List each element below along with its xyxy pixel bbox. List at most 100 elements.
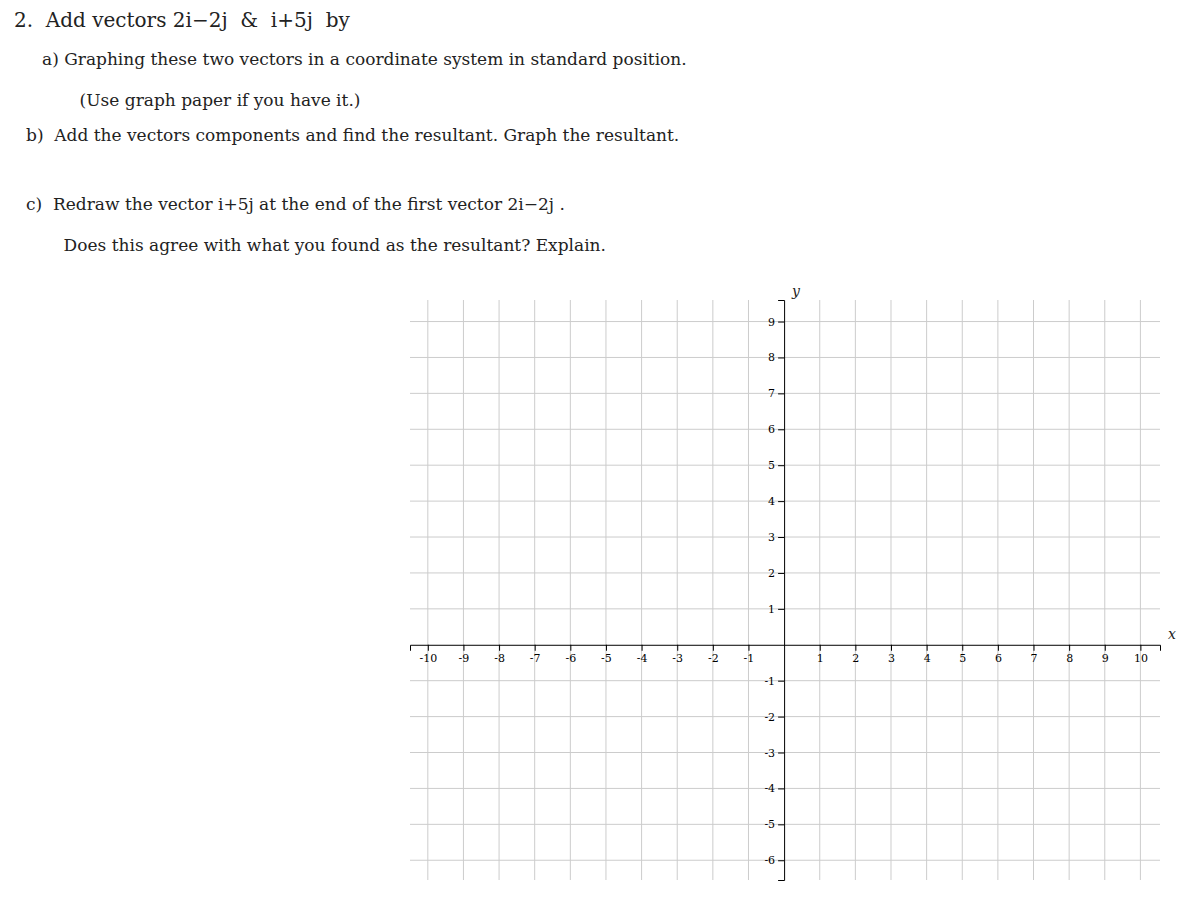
tick-label: -9 — [459, 652, 470, 665]
tick-mark — [778, 717, 784, 718]
tick-label: -8 — [494, 652, 505, 665]
tick: 9 — [1102, 645, 1109, 665]
tick: 3 — [768, 531, 784, 544]
tick: 1 — [817, 645, 824, 665]
grid-line-x — [605, 300, 606, 880]
y-axis: -6 -5 -4 -3 -2 -1 1 2 3 4 5 6 7 8 9 — [764, 301, 784, 881]
axis-line — [411, 645, 1161, 651]
tick-label: 6 — [995, 652, 1002, 665]
y-axis-label: y — [791, 283, 801, 299]
tick-label: 4 — [924, 652, 931, 665]
tick-label: -1 — [744, 652, 755, 665]
tick-mark — [713, 645, 714, 651]
tick-mark — [535, 645, 536, 651]
tick-mark — [778, 465, 784, 466]
grid — [410, 300, 1160, 880]
tick: 8 — [1066, 645, 1073, 665]
grid-line-x — [890, 300, 891, 880]
tick-mark — [748, 645, 749, 651]
tick-mark — [778, 357, 784, 358]
tick: 3 — [888, 645, 895, 665]
tick-mark — [570, 645, 571, 651]
tick: 8 — [768, 351, 784, 364]
tick: -6 — [764, 854, 784, 867]
tick: 5 — [768, 459, 784, 472]
tick-label: 2 — [852, 652, 859, 665]
grid-line-x — [499, 300, 500, 880]
tick-mark — [962, 645, 963, 651]
grid-line-x — [427, 300, 428, 880]
tick-label: 3 — [768, 531, 775, 544]
tick-label: 4 — [768, 495, 775, 508]
tick: -3 — [764, 747, 784, 760]
tick: -4 — [764, 782, 784, 795]
tick-mark — [778, 753, 784, 754]
tick-mark — [778, 501, 784, 502]
tick: -6 — [565, 645, 576, 665]
grid-line-x — [677, 300, 678, 880]
tick: -1 — [744, 645, 755, 665]
tick-mark — [778, 393, 784, 394]
x-axis: -10-9-8-7-6-5-4-3-2-112345678910 — [411, 645, 1161, 665]
grid-line-x — [1104, 300, 1105, 880]
tick-mark — [778, 537, 784, 538]
tick-mark — [1069, 645, 1070, 651]
tick-label: 2 — [768, 567, 775, 580]
tick-mark — [778, 322, 784, 323]
tick-label: 9 — [768, 316, 775, 329]
tick-label: 5 — [959, 652, 966, 665]
tick-label: -1 — [764, 675, 775, 688]
tick-label: -2 — [708, 652, 719, 665]
tick-label: -6 — [565, 652, 576, 665]
annotation: b) Add the vectors components and find t… — [26, 125, 679, 145]
tick-label: 1 — [768, 603, 775, 616]
tick-label: 5 — [768, 459, 775, 472]
grid-line-x — [570, 300, 571, 880]
tick-mark — [891, 645, 892, 651]
tick: -2 — [708, 645, 719, 665]
tick-mark — [927, 645, 928, 651]
tick-label: 3 — [888, 652, 895, 665]
axis-line — [778, 301, 785, 881]
tick-label: -5 — [601, 652, 612, 665]
tick-label: 1 — [817, 652, 824, 665]
tick-mark — [778, 573, 784, 574]
grid-line-x — [463, 300, 464, 880]
tick: -9 — [459, 645, 470, 665]
tick: -10 — [419, 645, 437, 665]
tick-label: 8 — [1066, 652, 1073, 665]
grid-line-x — [819, 300, 820, 880]
tick: 9 — [768, 316, 784, 329]
tick-mark — [778, 788, 784, 789]
tick-mark — [1105, 645, 1106, 651]
plot-area — [410, 300, 1160, 880]
tick-mark — [778, 824, 784, 825]
title: 2. Add vectors 2i−2j & i+5j by — [14, 8, 350, 32]
tick: 10 — [1134, 645, 1148, 665]
tick-mark — [998, 645, 999, 651]
tick: 2 — [768, 567, 784, 580]
tick-mark — [463, 645, 464, 651]
tick-label: 7 — [1031, 652, 1038, 665]
tick-label: 7 — [768, 387, 775, 400]
tick: -5 — [764, 818, 784, 831]
tick: 4 — [924, 645, 931, 665]
tick-label: -4 — [637, 652, 648, 665]
tick: -8 — [494, 645, 505, 665]
tick: -1 — [764, 675, 784, 688]
tick: 2 — [852, 645, 859, 665]
tick-mark — [855, 645, 856, 651]
tick: 1 — [768, 603, 784, 616]
tick: 7 — [768, 387, 784, 400]
tick-mark — [499, 645, 500, 651]
tick: 5 — [959, 645, 966, 665]
tick-label: 9 — [1102, 652, 1109, 665]
tick-mark — [778, 681, 784, 682]
grid-line-x — [1140, 300, 1141, 880]
tick-label: -7 — [530, 652, 541, 665]
tick: 7 — [1031, 645, 1038, 665]
tick-label: 6 — [768, 423, 775, 436]
tick-label: -2 — [764, 711, 775, 724]
tick: 6 — [768, 423, 784, 436]
grid-line-x — [748, 300, 749, 880]
